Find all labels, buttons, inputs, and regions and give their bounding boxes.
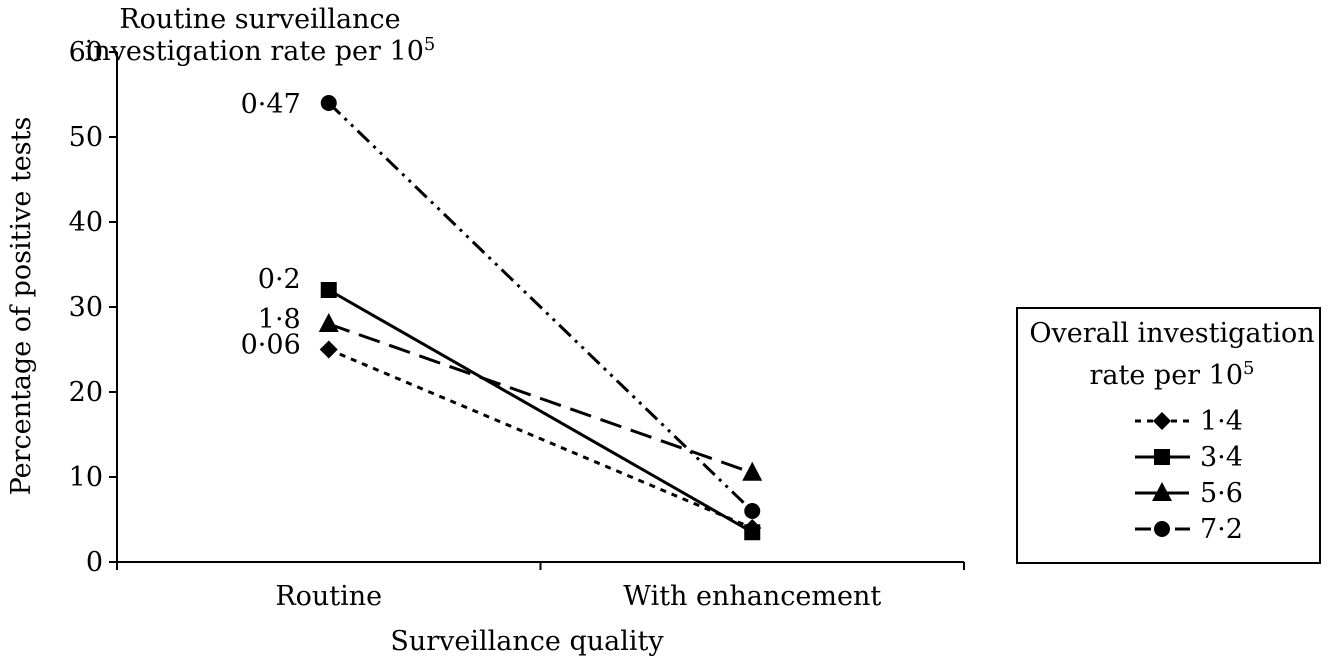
legend-box [1016,307,1321,564]
data-point [744,524,761,541]
x-axis-title: Surveillance quality [390,626,664,657]
legend-label: 1·4 [1200,406,1243,437]
series-0: 0·06 [241,330,762,537]
legend-swatch-marker [1154,449,1170,465]
legend: Overall investigation rate per 105 1·4 3·… [1016,307,1321,564]
data-point [320,95,337,111]
data-point [319,340,338,359]
legend-title-line2-text: rate per 10 [1090,360,1244,391]
legend-label: 5·6 [1200,478,1243,509]
data-point [744,503,761,519]
legend-items: 1·4 3·4 5·6 7·2 [1135,406,1243,545]
annotation-title-line2: investigation rate per 105 [85,34,436,67]
annotation-title-line2-text: investigation rate per 10 [85,36,424,67]
legend-label: 3·4 [1200,442,1243,473]
point-label: 0·47 [241,89,301,120]
legend-swatch-marker [1154,521,1170,537]
legend-item: 5·6 [1135,478,1243,509]
x-ticks: Routine With enhancement [116,562,965,612]
annotation-title-line1: Routine surveillance [119,4,400,35]
legend-item: 1·4 [1135,406,1243,437]
y-tick-label: 0 [86,547,103,578]
y-axis-title: Percentage of positive tests [6,117,37,496]
point-label: 1·8 [258,304,301,335]
legend-label: 7·2 [1200,514,1243,545]
series-1: 0·2 [258,264,761,541]
y-tick-label: 20 [69,377,103,408]
data-point [742,461,763,481]
legend-title-line1: Overall investigation [1029,318,1314,349]
point-label: 0·06 [241,330,301,361]
legend-item: 3·4 [1135,442,1243,473]
data-point [320,282,337,298]
series-line [327,101,754,513]
y-tick-label: 30 [69,292,103,323]
annotation-title-superscript: 5 [424,34,435,55]
data-point [318,313,339,332]
y-tick-label: 50 [69,122,103,153]
point-label: 0·2 [258,264,301,295]
y-tick-label: 10 [69,462,103,493]
series-line [328,322,753,475]
legend-swatch-marker [1152,482,1172,501]
series-3: 0·47 [241,89,761,519]
y-ticks: 0 10 20 30 40 50 60 [69,37,117,578]
series-line [328,288,753,534]
legend-title-line2: rate per 105 [1090,358,1255,391]
y-tick-label: 60 [69,37,103,68]
series-layer: 0·06 0·2 1·8 0·47 [241,89,763,541]
legend-title-superscript: 5 [1243,358,1254,379]
x-tick-label: With enhancement [623,581,881,612]
series-2: 1·8 [258,304,763,481]
legend-item: 7·2 [1135,514,1243,545]
legend-swatch-marker [1153,412,1171,430]
x-tick-label: Routine [275,581,382,612]
series-line [328,348,753,530]
y-tick-label: 40 [69,207,103,238]
